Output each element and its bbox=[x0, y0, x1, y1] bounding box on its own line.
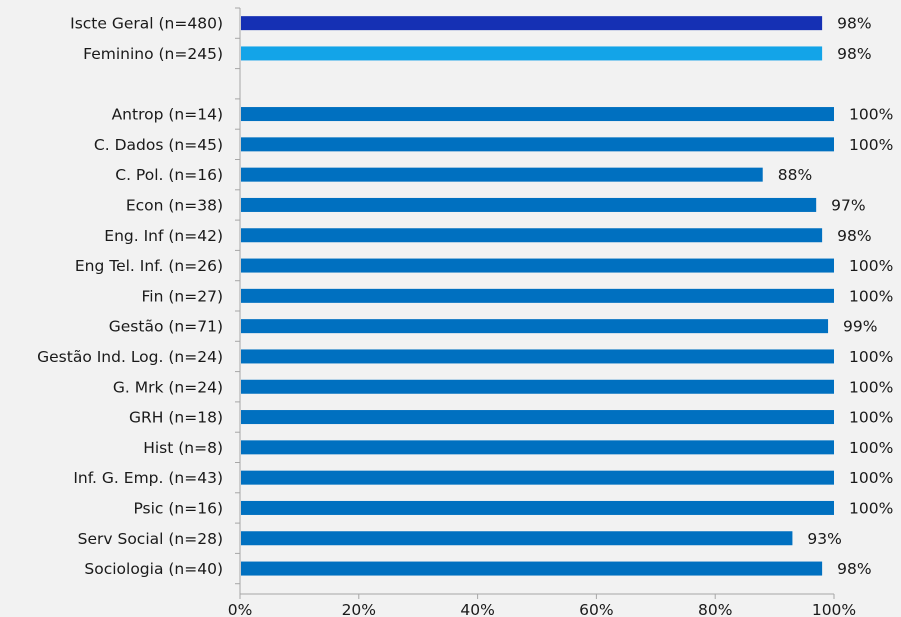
value-label: 100% bbox=[849, 136, 893, 154]
value-label: 98% bbox=[837, 15, 871, 33]
bar bbox=[241, 107, 834, 122]
bar bbox=[241, 16, 823, 31]
bar bbox=[241, 197, 817, 212]
value-label: 97% bbox=[831, 196, 865, 214]
bar bbox=[241, 440, 834, 455]
bar bbox=[241, 410, 834, 425]
value-label: 100% bbox=[849, 439, 893, 457]
category-label: GRH (n=18) bbox=[129, 409, 223, 427]
bar bbox=[241, 319, 829, 334]
category-label: Iscte Geral (n=480) bbox=[70, 15, 223, 33]
bar bbox=[241, 258, 834, 273]
x-tick-label: 80% bbox=[698, 601, 732, 617]
category-label: C. Dados (n=45) bbox=[94, 136, 223, 154]
bar bbox=[241, 137, 834, 152]
category-label: Psic (n=16) bbox=[133, 499, 223, 517]
category-label: Econ (n=38) bbox=[126, 196, 223, 214]
value-label: 100% bbox=[849, 409, 893, 427]
category-label: Gestão (n=71) bbox=[109, 318, 223, 336]
x-tick-label: 20% bbox=[342, 601, 376, 617]
value-label: 98% bbox=[837, 45, 871, 63]
category-label: C. Pol. (n=16) bbox=[115, 166, 223, 184]
category-label: Eng Tel. Inf. (n=26) bbox=[75, 257, 223, 275]
category-label: G. Mrk (n=24) bbox=[113, 378, 223, 396]
x-tick-label: 0% bbox=[228, 601, 253, 617]
bar bbox=[241, 349, 834, 364]
bar bbox=[241, 500, 834, 515]
axis-layer: 0% 20% 40% 60% 80% 100% bbox=[228, 7, 856, 617]
bar bbox=[241, 470, 834, 485]
value-label: 100% bbox=[849, 469, 893, 487]
category-label: Sociologia (n=40) bbox=[84, 560, 223, 578]
category-label: Hist (n=8) bbox=[143, 439, 223, 457]
category-label: Feminino (n=245) bbox=[83, 45, 223, 63]
bar bbox=[241, 531, 793, 546]
category-label: Gestão Ind. Log. (n=24) bbox=[37, 348, 223, 366]
bar bbox=[241, 379, 834, 394]
category-label: Antrop (n=14) bbox=[112, 106, 223, 124]
bar bbox=[241, 228, 823, 243]
value-label: 98% bbox=[837, 560, 871, 578]
bars-layer bbox=[241, 16, 834, 576]
value-label: 100% bbox=[849, 287, 893, 305]
bar bbox=[241, 167, 763, 182]
x-tick-label: 100% bbox=[812, 601, 856, 617]
value-label: 93% bbox=[807, 530, 841, 548]
category-label: Fin (n=27) bbox=[142, 287, 223, 305]
value-label: 100% bbox=[849, 106, 893, 124]
category-label: Eng. Inf (n=42) bbox=[104, 227, 223, 245]
bar bbox=[241, 561, 823, 576]
labels-layer: Iscte Geral (n=480) 98% Feminino (n=245) 98… bbox=[37, 15, 893, 578]
x-tick-label: 40% bbox=[460, 601, 494, 617]
value-label: 98% bbox=[837, 227, 871, 245]
category-label: Inf. G. Emp. (n=43) bbox=[73, 469, 223, 487]
x-tick-label: 60% bbox=[579, 601, 613, 617]
value-label: 100% bbox=[849, 348, 893, 366]
value-label: 100% bbox=[849, 257, 893, 275]
value-label: 100% bbox=[849, 378, 893, 396]
bar bbox=[241, 46, 823, 61]
bar bbox=[241, 288, 834, 303]
value-label: 100% bbox=[849, 499, 893, 517]
value-label: 99% bbox=[843, 318, 877, 336]
value-label: 88% bbox=[778, 166, 812, 184]
category-label: Serv Social (n=28) bbox=[78, 530, 223, 548]
